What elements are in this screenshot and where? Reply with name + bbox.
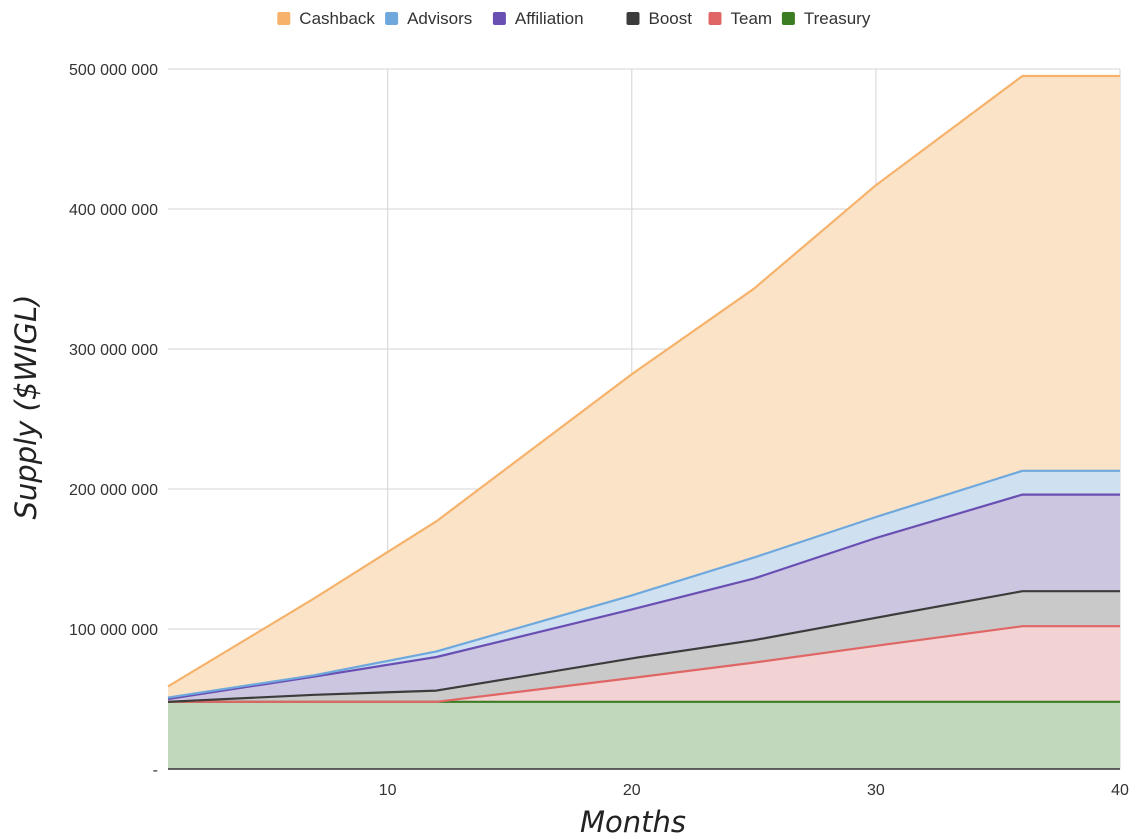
- legend-swatch-treasury: [781, 12, 795, 25]
- legend-item-affiliation[interactable]: Affiliation: [492, 9, 584, 28]
- area-cashback: [168, 76, 1120, 698]
- y-tick-label: 300 000 000: [69, 342, 158, 359]
- y-axis-ticks: - 100 000 000 200 000 000 300 000 000 400 00…: [69, 62, 158, 779]
- legend: Cashback Advisors Affiliation Boost Team Trea…: [277, 9, 871, 28]
- x-tick-label: 10: [379, 782, 397, 799]
- y-tick-label: -: [153, 762, 158, 779]
- y-tick-label: 100 000 000: [69, 622, 158, 639]
- legend-label-advisors: Advisors: [407, 9, 472, 28]
- x-axis-title: Months: [580, 805, 686, 839]
- area-advisors: [168, 470, 1120, 699]
- x-tick-label: 30: [867, 782, 885, 799]
- legend-swatch-affiliation: [492, 12, 506, 25]
- area-affiliation: [168, 494, 1120, 702]
- line-boost: [167, 590, 1120, 703]
- legend-label-affiliation: Affiliation: [515, 9, 584, 28]
- y-axis-title: Supply ($WIGL): [9, 295, 43, 520]
- legend-label-cashback: Cashback: [299, 9, 375, 28]
- legend-label-treasury: Treasury: [804, 9, 871, 28]
- series-areas: [168, 76, 1120, 769]
- x-tick-label: 40: [1111, 782, 1129, 799]
- legend-label-boost: Boost: [649, 9, 693, 28]
- area-treasury: [168, 701, 1120, 769]
- legend-item-cashback[interactable]: Cashback: [277, 9, 375, 28]
- area-boost: [168, 591, 1120, 702]
- legend-item-treasury[interactable]: Treasury: [781, 9, 871, 28]
- y-tick-label: 200 000 000: [69, 482, 158, 499]
- legend-swatch-advisors: [385, 12, 399, 25]
- legend-item-team[interactable]: Team: [708, 9, 773, 28]
- legend-label-team: Team: [731, 9, 773, 28]
- legend-swatch-team: [708, 12, 722, 25]
- line-advisors: [167, 469, 1120, 699]
- line-cashback: [167, 74, 1120, 688]
- y-tick-label: 500 000 000: [69, 62, 158, 79]
- x-tick-label: 20: [623, 782, 641, 799]
- legend-item-boost[interactable]: Boost: [626, 9, 693, 28]
- x-axis-ticks: 10 20 30 40: [379, 782, 1129, 799]
- line-affiliation: [167, 493, 1120, 701]
- legend-item-advisors[interactable]: Advisors: [385, 9, 472, 28]
- legend-swatch-boost: [626, 12, 640, 25]
- series-lines: [167, 74, 1120, 703]
- legend-swatch-cashback: [277, 12, 291, 25]
- y-tick-label: 400 000 000: [69, 202, 158, 219]
- line-team: [168, 625, 1120, 703]
